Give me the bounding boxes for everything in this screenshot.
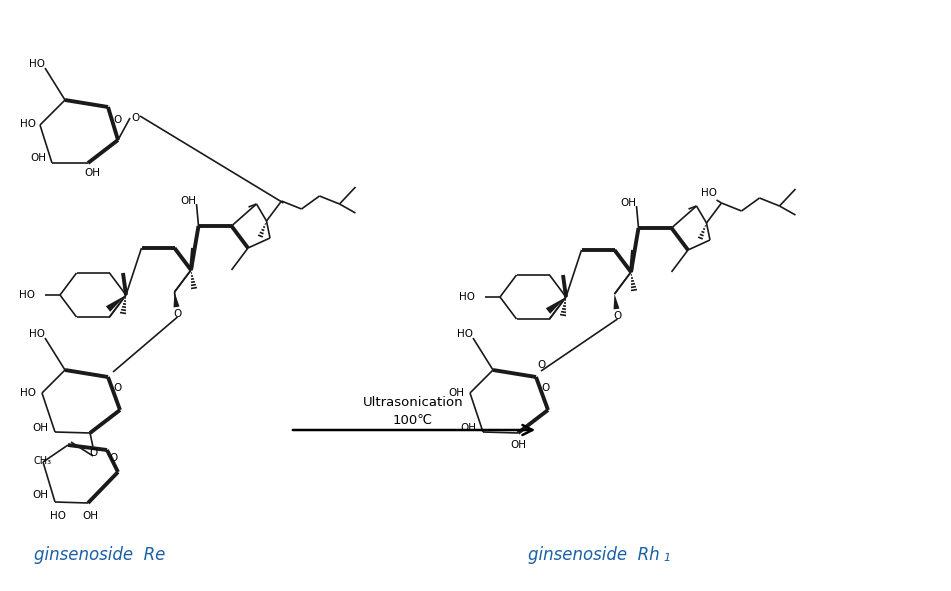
- Text: HO: HO: [702, 188, 717, 198]
- Text: O: O: [542, 383, 550, 393]
- Text: OH: OH: [32, 490, 48, 500]
- Text: HO: HO: [457, 329, 473, 339]
- Text: O: O: [113, 115, 121, 125]
- Text: OH: OH: [181, 196, 197, 206]
- Polygon shape: [106, 295, 126, 312]
- Text: ginsenoside  Re: ginsenoside Re: [34, 546, 165, 564]
- Text: O: O: [613, 311, 622, 321]
- Text: OH: OH: [448, 388, 464, 398]
- Text: 1: 1: [663, 553, 670, 563]
- Text: O: O: [173, 309, 182, 319]
- Text: OH: OH: [32, 423, 48, 433]
- Text: O: O: [108, 453, 117, 463]
- Text: OH: OH: [620, 198, 636, 208]
- Polygon shape: [613, 294, 619, 310]
- Text: HO: HO: [29, 329, 45, 339]
- Text: HO: HO: [29, 59, 45, 69]
- Polygon shape: [546, 297, 566, 314]
- Text: Ultrasonication: Ultrasonication: [362, 397, 463, 410]
- Text: HO: HO: [20, 388, 36, 398]
- Text: O: O: [114, 383, 122, 393]
- Text: OH: OH: [30, 153, 46, 163]
- Text: HO: HO: [19, 290, 35, 300]
- Text: O: O: [131, 113, 139, 123]
- Text: OH: OH: [460, 423, 476, 433]
- Text: 100℃: 100℃: [393, 414, 433, 427]
- Text: O: O: [537, 360, 545, 370]
- Text: HO: HO: [50, 511, 66, 521]
- Text: HO: HO: [459, 292, 475, 302]
- Text: OH: OH: [510, 440, 526, 450]
- Text: HO: HO: [20, 119, 36, 129]
- Text: CH₃: CH₃: [34, 456, 52, 466]
- Text: OH: OH: [82, 511, 98, 521]
- Text: OH: OH: [84, 168, 100, 178]
- Polygon shape: [173, 292, 180, 307]
- Text: O: O: [88, 448, 97, 458]
- Text: ginsenoside  Rh: ginsenoside Rh: [529, 546, 660, 564]
